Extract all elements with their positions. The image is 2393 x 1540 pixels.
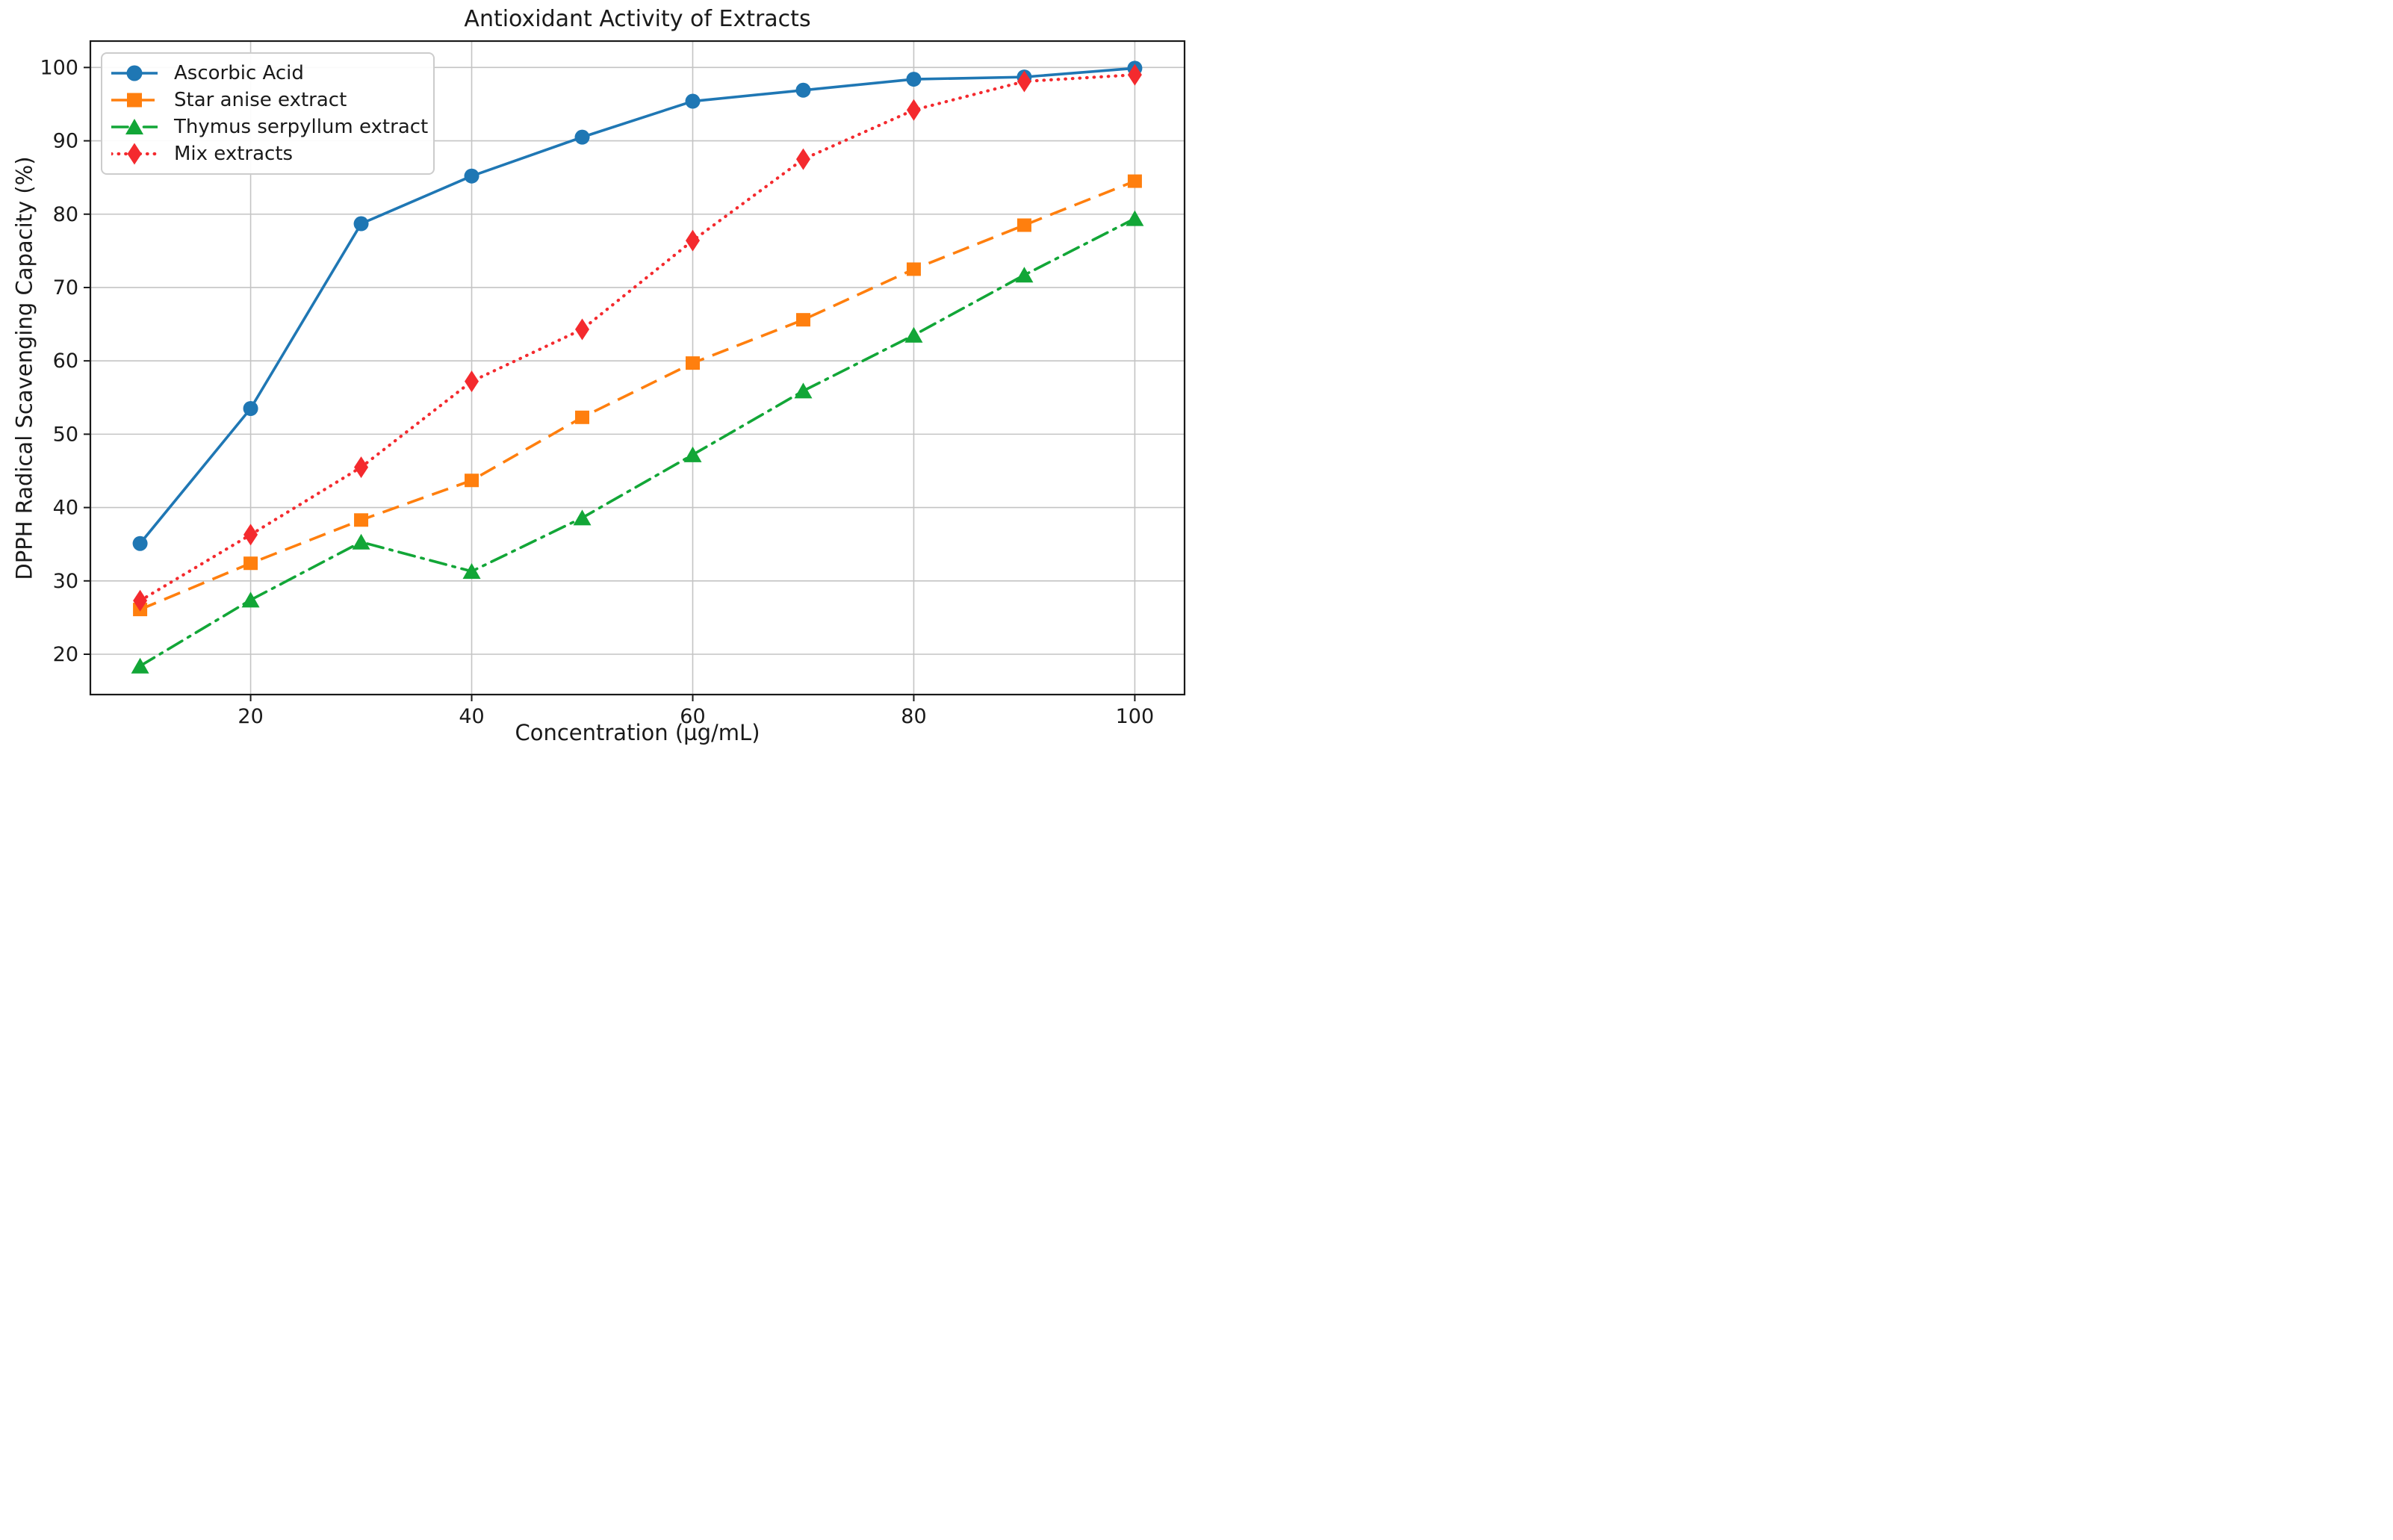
- legend-item: Ascorbic Acid: [108, 60, 433, 87]
- data-point-marker: [465, 474, 479, 488]
- data-point-marker: [685, 356, 700, 370]
- data-point-marker: [241, 592, 260, 608]
- data-point-marker: [795, 82, 811, 98]
- y-tick-label: 60: [53, 350, 78, 373]
- y-tick-label: 100: [40, 56, 78, 79]
- data-point-marker: [1127, 63, 1142, 86]
- legend-sample-line-diamond-icon: [111, 143, 158, 165]
- series-line: [139, 66, 1135, 544]
- data-point-marker: [243, 556, 258, 571]
- chart-plot-area: 20 30 40 50 60 70 80 90 100 20 40 60 80 100: [40, 40, 1186, 728]
- legend-item: Star anise extract: [108, 87, 433, 114]
- y-tick-label: 90: [53, 130, 78, 153]
- x-tick-label: 40: [459, 705, 484, 728]
- x-axis-label: Concentration (µg/mL): [515, 720, 760, 745]
- legend-sample-line-square-icon: [111, 93, 158, 108]
- series-line: [138, 217, 1137, 668]
- data-point-marker: [574, 129, 590, 145]
- series-line: [139, 179, 1136, 611]
- y-tick-label: 70: [53, 276, 78, 299]
- data-point-marker: [573, 509, 592, 526]
- data-point-marker: [354, 513, 369, 527]
- legend-label: Ascorbic Acid: [174, 62, 304, 84]
- data-point-marker: [353, 216, 369, 232]
- data-point-marker: [685, 93, 701, 109]
- data-point-marker: [243, 524, 258, 546]
- legend-sample-line-circle-icon: [111, 65, 158, 81]
- data-point-marker: [1126, 210, 1144, 226]
- y-tick-label: 40: [53, 497, 78, 520]
- chart-figure: 20 30 40 50 60 70 80 90 100 20 40 60 80 100 Antioxida…: [0, 0, 1196, 770]
- data-point-marker: [575, 410, 590, 424]
- data-point-marker: [795, 313, 810, 327]
- x-tick-label: 60: [680, 705, 705, 728]
- data-point-marker: [1017, 70, 1031, 93]
- y-tick-label: 30: [53, 570, 78, 593]
- x-tick-label: 80: [901, 705, 926, 728]
- data-point-marker: [354, 456, 369, 479]
- data-point-marker: [685, 229, 700, 252]
- legend: Ascorbic Acid Star anise extract Thymus …: [101, 52, 435, 175]
- legend-item: Mix extracts: [108, 140, 433, 167]
- data-point-marker: [683, 446, 702, 462]
- legend-sample-line-triangle-icon: [111, 119, 158, 134]
- y-tick-label: 80: [53, 203, 78, 226]
- y-axis-label: DPPH Radical Scavenging Capacity (%): [11, 156, 37, 580]
- legend-label: Thymus serpyllum extract: [174, 116, 429, 138]
- data-point-marker: [462, 563, 481, 580]
- x-tick-label: 20: [238, 705, 263, 728]
- data-point-marker: [1017, 218, 1031, 232]
- y-tick-label: 50: [53, 423, 78, 446]
- x-tick-label: 100: [1116, 705, 1155, 728]
- y-tick-label: 20: [53, 643, 78, 666]
- legend-label: Mix extracts: [174, 143, 294, 165]
- legend-item: Thymus serpyllum extract: [108, 114, 433, 140]
- axes-box: [89, 40, 1186, 696]
- data-point-marker: [132, 535, 148, 551]
- data-point-marker: [794, 382, 813, 399]
- chart-title: Antioxidant Activity of Extracts: [464, 6, 811, 32]
- data-point-marker: [465, 370, 479, 393]
- data-point-marker: [575, 318, 590, 341]
- data-point-marker: [906, 72, 922, 87]
- data-point-marker: [133, 589, 148, 612]
- legend-label: Star anise extract: [174, 89, 347, 111]
- data-point-marker: [243, 401, 258, 417]
- data-point-marker: [352, 533, 370, 550]
- data-point-marker: [1127, 174, 1142, 188]
- series-line: [138, 73, 1137, 603]
- data-point-marker: [795, 148, 810, 170]
- data-point-marker: [1015, 267, 1034, 283]
- data-point-marker: [906, 99, 921, 121]
- data-point-marker: [906, 262, 921, 276]
- data-point-marker: [904, 326, 923, 343]
- data-point-marker: [131, 657, 149, 674]
- data-point-marker: [464, 168, 479, 184]
